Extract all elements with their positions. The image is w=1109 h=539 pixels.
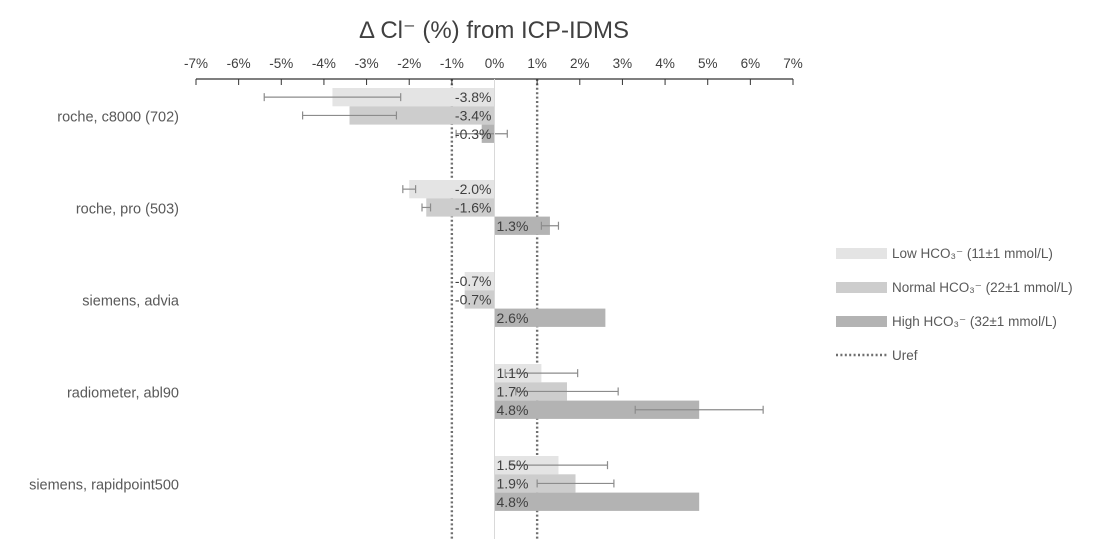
legend-swatch [836, 316, 887, 327]
bar [349, 106, 495, 125]
data-label: -3.8% [455, 89, 492, 105]
bar [494, 492, 700, 511]
x-tick-label: 1% [527, 56, 547, 71]
bar [494, 216, 550, 235]
data-label: 1.7% [497, 383, 529, 399]
bar [464, 290, 495, 309]
bar [426, 198, 495, 217]
category-label: roche, c8000 (702) [57, 109, 179, 125]
x-tick-label: 5% [698, 56, 718, 71]
legend: Low HCO₃⁻ (11±1 mmol/L) Normal HCO₃⁻ (22±… [836, 246, 1073, 363]
data-label: 4.8% [497, 494, 529, 510]
x-axis: -7% -6% -5% -4% -3% -2% -1% 0% 1% 2% 3% 4% 5% 6% 7% [184, 56, 803, 539]
legend-label: Low HCO₃⁻ (11±1 mmol/L) [892, 246, 1053, 261]
legend-swatch [836, 282, 887, 293]
legend-label: Uref [892, 348, 918, 363]
data-label: 4.8% [497, 402, 529, 418]
bars-layer: -3.8% -3.4% -0.3% -2.0% -1.6% 1.3% -0.7% -0.7% 2… [263, 88, 764, 511]
bar [464, 272, 495, 291]
legend-label: Normal HCO₃⁻ (22±1 mmol/L) [892, 280, 1073, 295]
data-label: 1.3% [497, 218, 529, 234]
bar [409, 180, 495, 199]
chart-title: Δ Cl⁻ (%) from ICP-IDMS [359, 17, 629, 44]
x-tick-label: -3% [355, 56, 379, 71]
data-label: 1.9% [497, 475, 529, 491]
x-tick-label: -7% [184, 56, 208, 71]
x-tick-label: -1% [440, 56, 464, 71]
category-label: radiometer, abl90 [67, 385, 179, 401]
x-tick-label: 3% [613, 56, 633, 71]
data-label: -1.6% [455, 199, 492, 215]
category-label: siemens, advia [82, 293, 180, 309]
x-tick-label: 7% [783, 56, 803, 71]
data-label: -3.4% [455, 107, 492, 123]
x-tick-label: -2% [397, 56, 421, 71]
x-tick-label: -4% [312, 56, 336, 71]
data-label: -2.0% [455, 181, 492, 197]
bar [494, 400, 700, 419]
x-tick-label: 0% [485, 56, 505, 71]
category-label: siemens, rapidpoint500 [29, 477, 179, 493]
data-label: 2.6% [497, 310, 529, 326]
x-tick-label: -5% [269, 56, 293, 71]
x-tick-label: 4% [655, 56, 675, 71]
x-tick-label: -6% [227, 56, 251, 71]
bar [494, 308, 606, 327]
bar [332, 88, 495, 107]
x-tick-label: 6% [741, 56, 761, 71]
x-tick-label: 2% [570, 56, 590, 71]
data-label: 1.1% [497, 365, 529, 381]
bar [494, 474, 576, 493]
data-label: -0.3% [455, 126, 492, 142]
category-labels: roche, c8000 (702) roche, pro (503) siemen… [29, 109, 180, 493]
data-label: -0.7% [455, 273, 492, 289]
data-label: 1.5% [497, 457, 529, 473]
data-label: -0.7% [455, 291, 492, 307]
legend-swatch [836, 248, 887, 259]
category-label: roche, pro (503) [76, 201, 179, 217]
legend-label: High HCO₃⁻ (32±1 mmol/L) [892, 314, 1057, 329]
